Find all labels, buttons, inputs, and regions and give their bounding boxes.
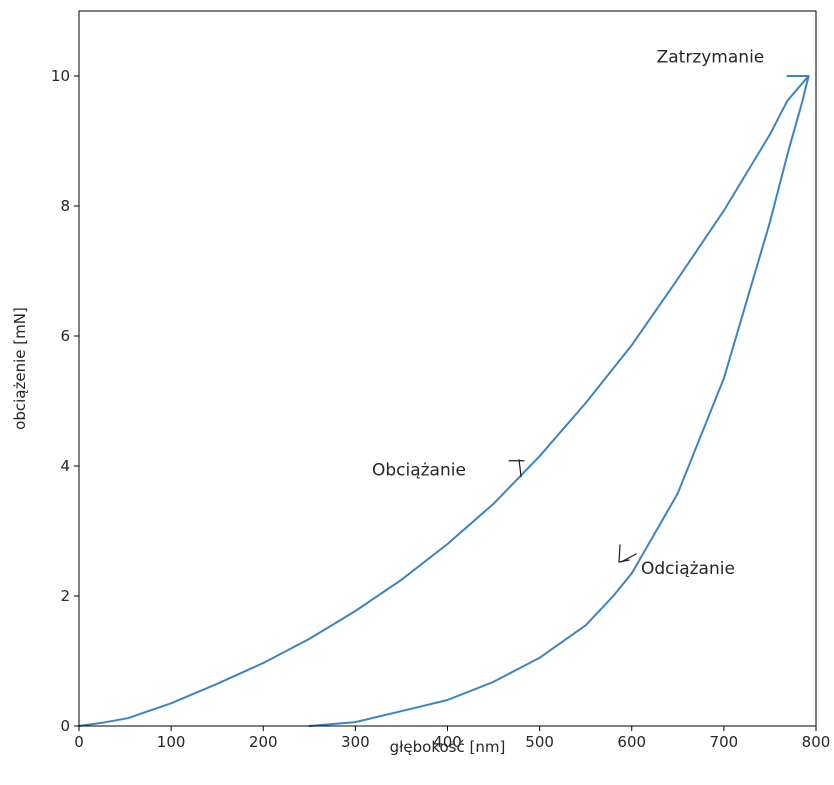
annotations: Zatrzymanie Obciążanie Odciążanie: [372, 48, 764, 580]
x-tick-label: 500: [525, 733, 554, 751]
x-tick-label: 600: [617, 733, 646, 751]
loading-direction-arrow: [508, 459, 525, 478]
x-tick-label: 400: [433, 733, 462, 751]
y-axis-label: obciążenie [mN]: [11, 307, 29, 430]
y-tick-label: 4: [60, 457, 70, 475]
x-tick-label: 0: [74, 733, 84, 751]
annotation-label: Obciążanie: [372, 460, 466, 480]
annotation-label: Odciążanie: [641, 559, 735, 579]
x-tick-label: 300: [341, 733, 370, 751]
plot-frame: [78, 10, 817, 727]
axis-ticks: 0 100 200 300 400 500 600 700 800 0 2 4 6 8 10: [51, 67, 830, 751]
y-tick-label: 10: [51, 67, 70, 85]
x-axis-label: głębokość [nm]: [390, 738, 506, 756]
unloading-direction-arrow: [618, 544, 637, 563]
y-tick-label: 6: [60, 327, 70, 345]
x-tick-label: 700: [710, 733, 739, 751]
x-tick-label: 200: [249, 733, 278, 751]
y-tick-label: 2: [60, 587, 70, 605]
x-tick-label: 100: [157, 733, 186, 751]
x-tick-label: 800: [802, 733, 831, 751]
y-tick-label: 0: [60, 717, 70, 735]
annotation-label: Zatrzymanie: [657, 48, 765, 68]
plot-content: [78, 75, 810, 727]
series-line-0: [78, 75, 810, 727]
y-tick-label: 8: [60, 197, 70, 215]
